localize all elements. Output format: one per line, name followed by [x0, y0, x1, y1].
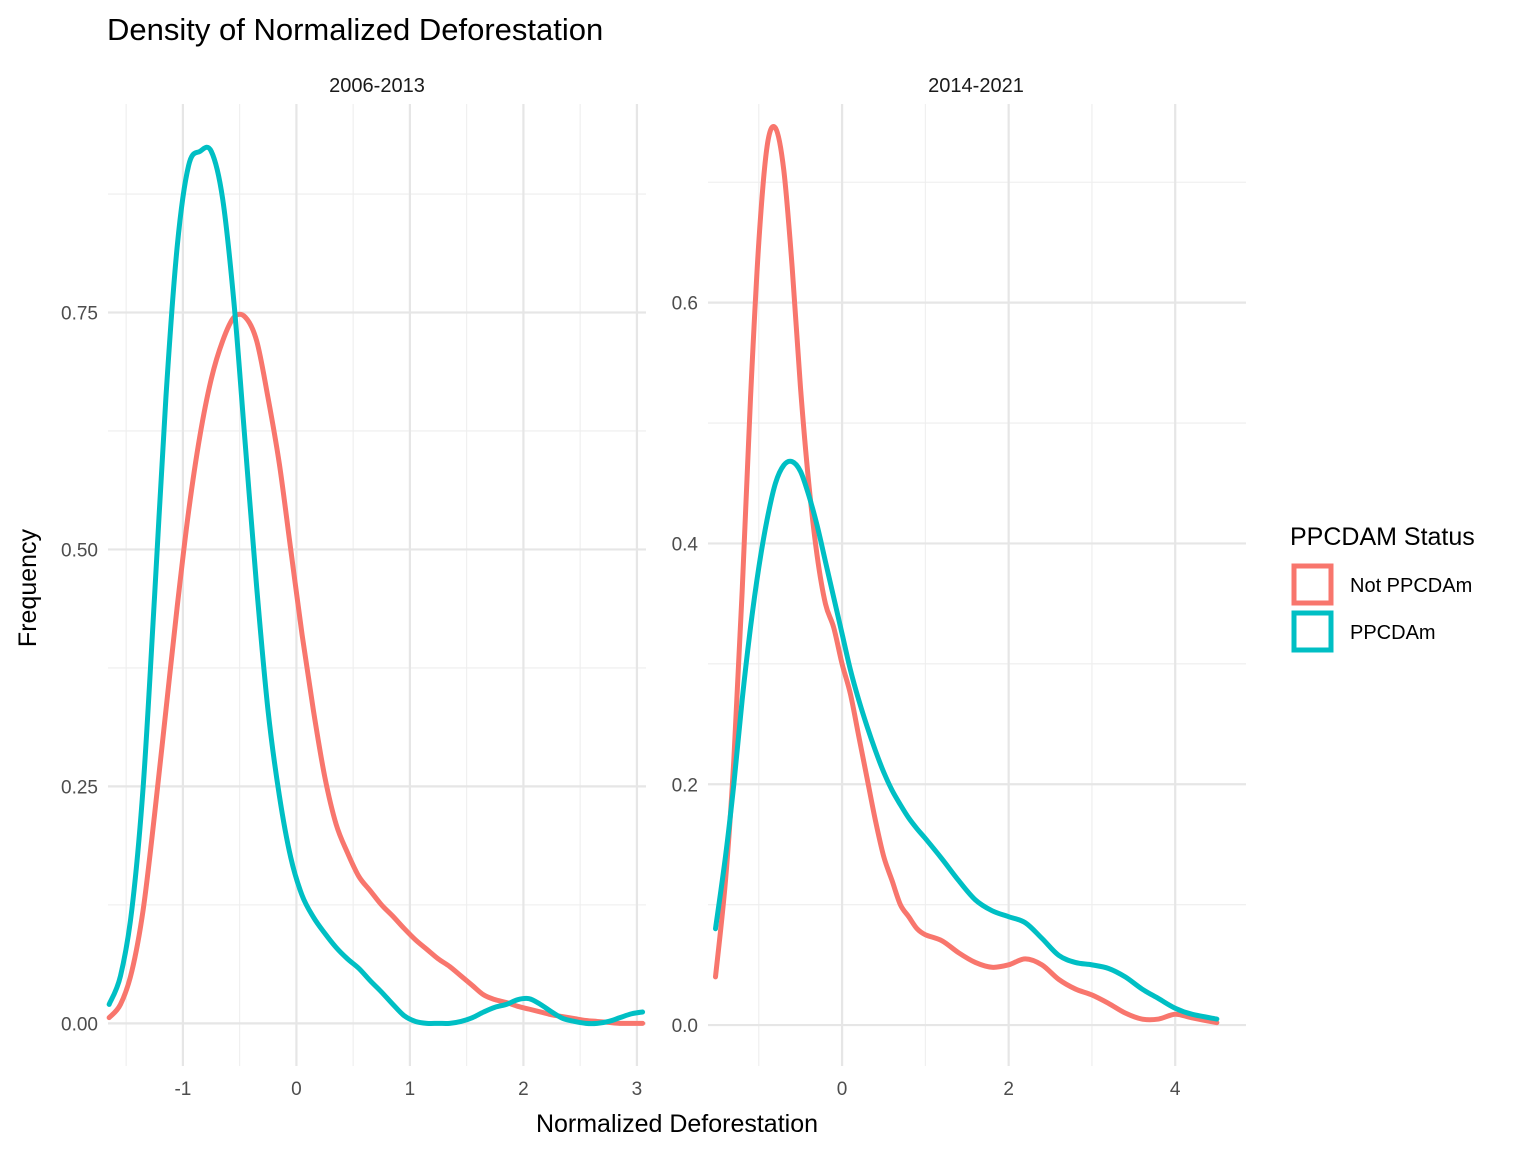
x-tick-label: 1	[405, 1079, 416, 1100]
legend-key-ppcdam	[1291, 610, 1334, 653]
x-tick-label: -1	[174, 1079, 191, 1100]
panel-x-ticks: 0 2 4	[837, 1079, 1181, 1100]
y-tick-label: 0.50	[61, 540, 98, 561]
legend-label-ppcdam: PPCDAm	[1350, 622, 1436, 644]
panel-y-ticks: 0.0 0.2 0.4 0.6	[672, 294, 699, 1037]
y-tick-label: 0.0	[672, 1016, 698, 1037]
panel-2006-2013: 2006-2013 0.00 0.25 0.50 0.75 -1 0 1 2 3	[61, 75, 646, 1100]
panel-x-ticks: -1 0 1 2 3	[174, 1079, 642, 1100]
panel-2014-2021: 2014-2021 0.0 0.2 0.4 0.6 0 2 4	[672, 75, 1246, 1100]
density-curve-not-ppcdam	[713, 124, 1220, 1026]
density-curve-not-ppcdam	[106, 311, 646, 1026]
legend-title: PPCDAM Status	[1290, 523, 1475, 551]
panel-strip-label: 2014-2021	[928, 75, 1024, 97]
y-tick-label: 0.25	[61, 777, 98, 798]
panel-y-ticks: 0.00 0.25 0.50 0.75	[61, 304, 98, 1036]
panel-curves	[713, 124, 1220, 1026]
density-curve-ppcdam	[713, 458, 1220, 1022]
x-tick-label: 3	[632, 1079, 643, 1100]
panel-curves	[106, 144, 646, 1027]
legend-entry-not-ppcdam: Not PPCDAm	[1291, 563, 1472, 606]
y-tick-label: 0.75	[61, 304, 98, 325]
y-tick-label: 0.2	[672, 775, 698, 796]
legend-label-not-ppcdam: Not PPCDAm	[1350, 575, 1472, 597]
chart-title: Density of Normalized Deforestation	[107, 12, 603, 47]
x-tick-label: 2	[1003, 1079, 1014, 1100]
legend-entry-ppcdam: PPCDAm	[1291, 610, 1436, 653]
x-tick-label: 0	[837, 1079, 848, 1100]
x-axis-title: Normalized Deforestation	[536, 1110, 818, 1138]
legend: PPCDAM Status Not PPCDAm PPCDAm	[1290, 523, 1475, 653]
x-tick-label: 4	[1170, 1079, 1181, 1100]
y-tick-label: 0.4	[672, 534, 699, 555]
legend-key-not-ppcdam	[1291, 563, 1334, 606]
x-tick-label: 0	[291, 1079, 302, 1100]
y-tick-label: 0.00	[61, 1014, 98, 1035]
panel-strip-label: 2006-2013	[329, 75, 425, 97]
panel-gridlines	[108, 104, 646, 1066]
y-axis-title: Frequency	[14, 528, 42, 647]
y-tick-label: 0.6	[672, 294, 698, 315]
density-curve-ppcdam	[106, 144, 646, 1027]
x-tick-label: 2	[518, 1079, 529, 1100]
